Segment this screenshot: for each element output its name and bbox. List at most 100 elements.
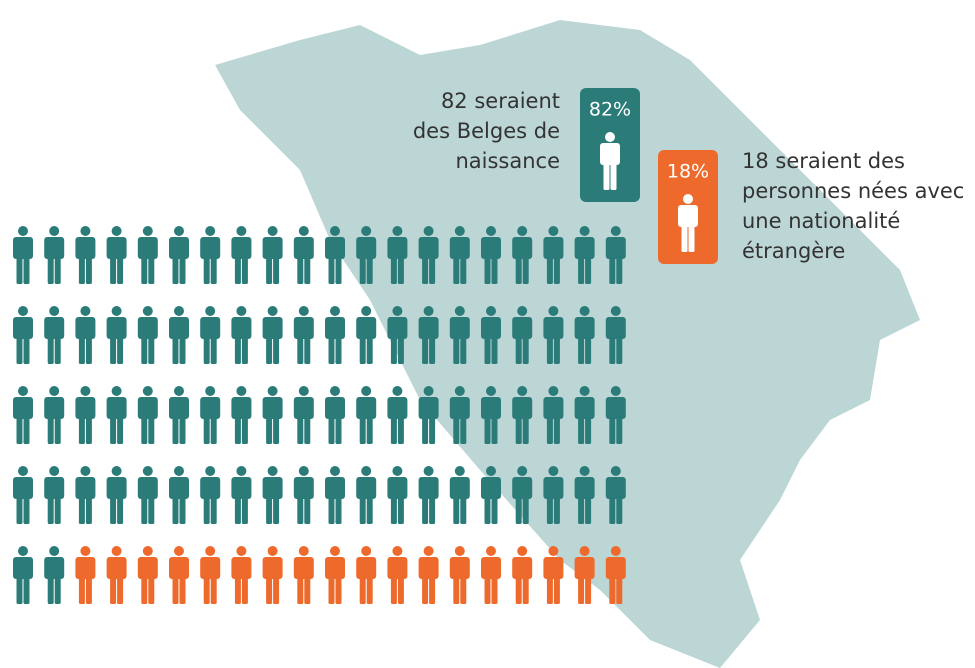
- label-etrangers: 18 seraient des personnes nées avec une …: [742, 149, 965, 263]
- icon-head: [142, 306, 153, 316]
- person-icon: [543, 466, 564, 524]
- icon-body: [449, 477, 470, 499]
- icon-body: [262, 397, 283, 419]
- icon-head: [610, 306, 621, 316]
- icon-leg: [397, 336, 404, 364]
- icon-leg: [578, 576, 585, 604]
- icon-leg: [553, 496, 560, 524]
- icon-head: [80, 226, 91, 236]
- icon-leg: [23, 336, 30, 364]
- icon-head: [548, 386, 559, 396]
- icon-body: [605, 477, 626, 499]
- person-icon: [200, 466, 221, 524]
- icon-head: [18, 546, 28, 556]
- icon-leg: [390, 576, 397, 604]
- icon-head: [486, 226, 496, 236]
- person-icon: [356, 386, 377, 444]
- icon-body: [293, 397, 314, 419]
- icon-leg: [85, 576, 92, 604]
- icon-body: [137, 317, 158, 339]
- icon-leg: [335, 336, 342, 364]
- person-icon: [481, 546, 501, 604]
- icon-leg: [110, 416, 117, 444]
- icon-body: [231, 237, 252, 259]
- icon-leg: [484, 416, 491, 444]
- icon-body: [106, 557, 127, 579]
- icon-body: [481, 397, 501, 419]
- icon-leg: [266, 336, 273, 364]
- icon-leg: [304, 336, 311, 364]
- icon-body: [231, 317, 252, 339]
- person-icon: [605, 546, 626, 604]
- icon-leg: [85, 496, 92, 524]
- person-icon: [231, 546, 252, 604]
- icon-head: [610, 386, 621, 396]
- person-icon: [75, 306, 96, 364]
- icon-leg: [210, 416, 217, 444]
- person-icon: [262, 306, 283, 364]
- icon-leg: [16, 576, 23, 604]
- icon-head: [236, 546, 247, 556]
- person-icon: [44, 386, 65, 444]
- person-icon: [600, 132, 620, 190]
- icon-head: [486, 466, 496, 476]
- person-icon: [262, 226, 283, 284]
- icon-leg: [78, 336, 85, 364]
- icon-leg: [484, 336, 491, 364]
- icon-leg: [148, 256, 155, 284]
- icon-head: [111, 226, 122, 236]
- icon-body: [418, 237, 439, 259]
- person-icon: [678, 194, 698, 252]
- icon-head: [486, 306, 496, 316]
- icon-leg: [203, 496, 210, 524]
- person-icon: [325, 386, 345, 444]
- icon-leg: [491, 336, 498, 364]
- icon-leg: [234, 576, 241, 604]
- icon-head: [267, 226, 278, 236]
- person-icon: [106, 466, 127, 524]
- icon-leg: [16, 496, 23, 524]
- icon-leg: [266, 256, 273, 284]
- icon-leg: [422, 416, 429, 444]
- person-icon: [543, 226, 564, 284]
- icon-body: [200, 557, 221, 579]
- person-icon: [543, 386, 564, 444]
- icon-head: [548, 546, 559, 556]
- person-icon: [512, 306, 533, 364]
- icon-head: [605, 132, 615, 142]
- icon-leg: [460, 496, 467, 524]
- icon-leg: [304, 496, 311, 524]
- icon-leg: [328, 256, 335, 284]
- icon-leg: [546, 576, 553, 604]
- icon-body: [75, 477, 96, 499]
- icon-leg: [453, 416, 460, 444]
- icon-leg: [522, 576, 529, 604]
- person-icon: [418, 226, 439, 284]
- icon-head: [111, 386, 122, 396]
- icon-head: [174, 226, 184, 236]
- icon-leg: [460, 416, 467, 444]
- icon-leg: [390, 336, 397, 364]
- icon-head: [423, 386, 434, 396]
- icon-leg: [546, 336, 553, 364]
- icon-leg: [453, 336, 460, 364]
- icon-body: [574, 557, 595, 579]
- icon-leg: [359, 496, 366, 524]
- icon-leg: [603, 162, 610, 190]
- icon-leg: [141, 256, 148, 284]
- icon-body: [44, 557, 65, 579]
- icon-head: [142, 386, 153, 396]
- icon-leg: [609, 496, 616, 524]
- icon-leg: [422, 496, 429, 524]
- person-icon: [75, 466, 96, 524]
- icon-leg: [688, 224, 695, 252]
- icon-leg: [616, 496, 623, 524]
- icon-leg: [172, 256, 179, 284]
- person-icon: [106, 386, 127, 444]
- icon-leg: [85, 256, 92, 284]
- icon-leg: [366, 336, 373, 364]
- icon-leg: [610, 162, 617, 190]
- icon-leg: [234, 416, 241, 444]
- label-belges: 82 seraient des Belges de naissance: [412, 89, 560, 173]
